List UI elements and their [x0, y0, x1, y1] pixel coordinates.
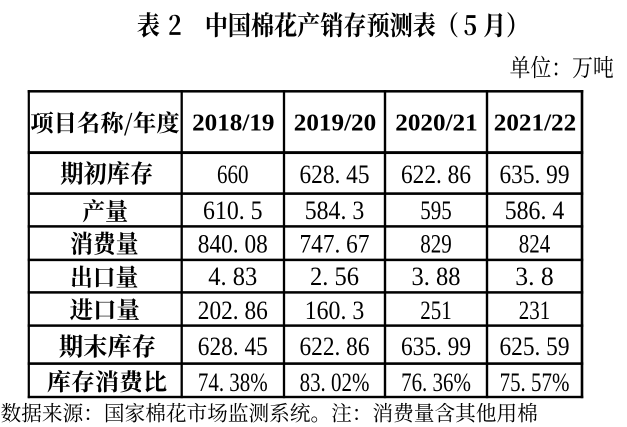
svg-text:2019/20: 2019/20 — [294, 111, 376, 137]
svg-text:2020/21: 2020/21 — [395, 111, 477, 137]
svg-text:2018/19: 2018/19 — [192, 111, 274, 137]
svg-text:584. 3: 584. 3 — [305, 195, 365, 225]
svg-text:622. 86: 622. 86 — [300, 331, 370, 361]
svg-text:231: 231 — [519, 295, 551, 325]
svg-text:2021/22: 2021/22 — [494, 111, 576, 137]
svg-text:3. 8: 3. 8 — [515, 261, 554, 291]
svg-text:625. 59: 625. 59 — [500, 331, 570, 361]
svg-text:628. 45: 628. 45 — [300, 159, 370, 189]
svg-text:829: 829 — [420, 229, 452, 259]
svg-text:4. 83: 4. 83 — [208, 261, 257, 291]
svg-text:76. 36%: 76. 36% — [401, 367, 471, 397]
svg-text:202. 86: 202. 86 — [198, 295, 268, 325]
svg-text:74. 38%: 74. 38% — [198, 367, 268, 397]
svg-text:747. 67: 747. 67 — [300, 229, 370, 259]
svg-text:635. 99: 635. 99 — [500, 159, 570, 189]
svg-text:3. 88: 3. 88 — [412, 261, 461, 291]
svg-text:610. 5: 610. 5 — [203, 195, 263, 225]
svg-text:824: 824 — [519, 229, 551, 259]
svg-text:160. 3: 160. 3 — [305, 295, 365, 325]
svg-text:628. 45: 628. 45 — [198, 331, 268, 361]
svg-text:2. 56: 2. 56 — [310, 261, 359, 291]
svg-text:595: 595 — [420, 195, 452, 225]
svg-text:75. 57%: 75. 57% — [500, 367, 570, 397]
svg-text:622. 86: 622. 86 — [401, 159, 471, 189]
svg-text:635. 99: 635. 99 — [401, 331, 471, 361]
svg-text:586. 4: 586. 4 — [505, 195, 565, 225]
svg-text:840. 08: 840. 08 — [198, 229, 268, 259]
svg-text:251: 251 — [420, 295, 452, 325]
svg-text:660: 660 — [217, 159, 249, 189]
svg-text:83. 02%: 83. 02% — [300, 367, 370, 397]
